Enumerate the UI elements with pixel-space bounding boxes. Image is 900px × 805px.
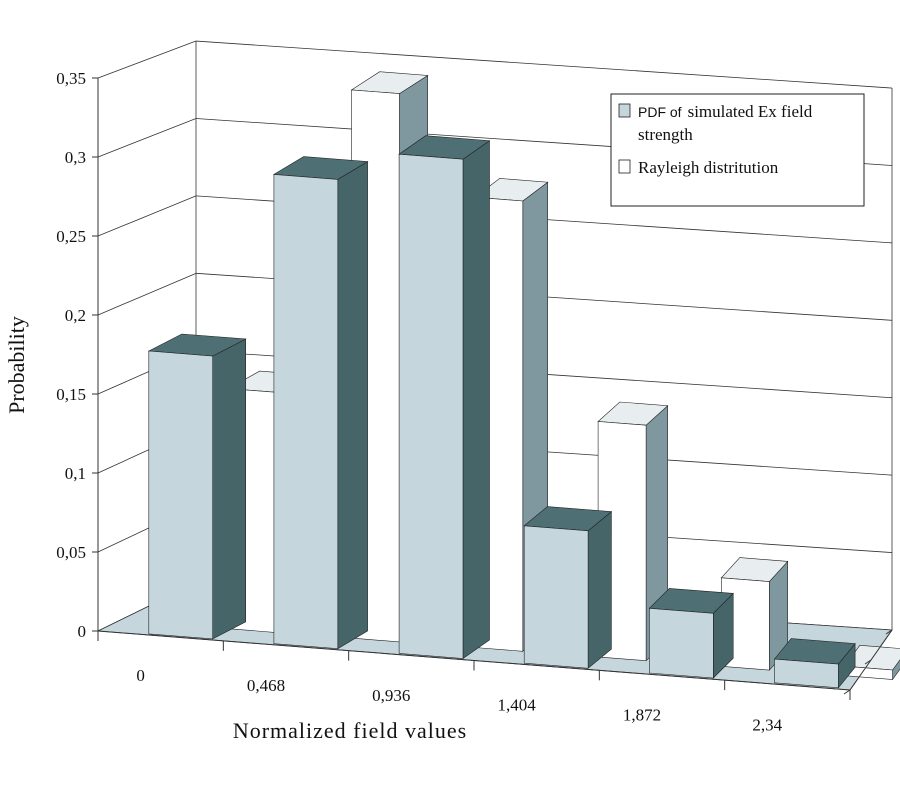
- back-gridline-7: [195, 40, 893, 89]
- bar-pdf-4: [648, 588, 734, 679]
- side-gridline-4: [97, 272, 197, 316]
- bar-pdf-2: [398, 135, 491, 660]
- bar-pdf-2-side: [462, 140, 490, 660]
- y-tick-label-7: 0,35: [56, 69, 86, 88]
- axes-group: [92, 77, 893, 700]
- y-tick-label-5: 0,25: [56, 227, 86, 246]
- depth-tick-0: [843, 689, 851, 695]
- bar-pdf-0-side: [212, 338, 246, 640]
- bar-pdf-3-side: [587, 510, 612, 669]
- depth-tick-1: [864, 659, 872, 665]
- y-axis-title: Probability: [4, 316, 29, 414]
- side-gridline-6: [97, 118, 197, 158]
- bar-pdf-1-side: [337, 161, 368, 650]
- y-tick-label-4: 0,2: [65, 306, 86, 325]
- x-tick-label-0: 0: [136, 666, 145, 685]
- x-tick-label-1: 0,468: [247, 676, 285, 695]
- legend-swatch-pdf: [618, 103, 631, 118]
- y-tick-label-6: 0,3: [65, 148, 86, 167]
- side-gridline-5: [97, 195, 197, 237]
- legend-label-pdf-part1: PDF of: [638, 104, 682, 120]
- legend-label-rayleigh: Rayleigh distritution: [638, 158, 779, 177]
- legend-label-pdf-part2: simulated Ex field: [688, 102, 813, 121]
- legend-swatch-rayleigh: [618, 159, 631, 174]
- y-tick-label-3: 0,15: [56, 385, 86, 404]
- y-tick-label-2: 0,1: [65, 464, 86, 483]
- x-tick-label-4: 1,872: [623, 705, 661, 724]
- legend-box: [610, 93, 865, 207]
- x-tick-label-3: 1,404: [498, 696, 537, 715]
- bars-group: [147, 71, 900, 689]
- side-gridline-7: [97, 40, 197, 79]
- legend: PDF of simulated Ex field strength Rayleigh…: [610, 93, 865, 207]
- x-tick-label-5: 2,34: [752, 715, 782, 734]
- x-tick-label-2: 0,936: [372, 686, 410, 705]
- y-tick-label-0: 0: [78, 622, 87, 641]
- labels-group: 0 0,05 0,1 0,15 0,2 0,25 0,3 0,35 0 0,468 0,936 1,4…: [4, 69, 783, 743]
- legend-label-pdf-line2: strength: [638, 125, 693, 144]
- bar-pdf-3-front: [523, 525, 589, 669]
- bar-pdf-3: [523, 506, 613, 669]
- y-tick-label-1: 0,05: [56, 543, 86, 562]
- bar-pdf-5: [773, 638, 856, 689]
- bar-pdf-1: [272, 156, 369, 650]
- bar-pdf-4-front: [649, 607, 714, 679]
- bar-pdf-2-front: [398, 153, 464, 659]
- x-axis-title: Normalized field values: [233, 718, 467, 743]
- bar-pdf-0: [147, 333, 247, 640]
- bar-pdf-1-front: [273, 174, 339, 650]
- legend-label-pdf: PDF of simulated Ex field: [638, 102, 813, 121]
- depth-tick-2: [885, 629, 893, 635]
- bar-pdf-5-front: [774, 658, 839, 689]
- bar-pdf-0-front: [148, 350, 213, 640]
